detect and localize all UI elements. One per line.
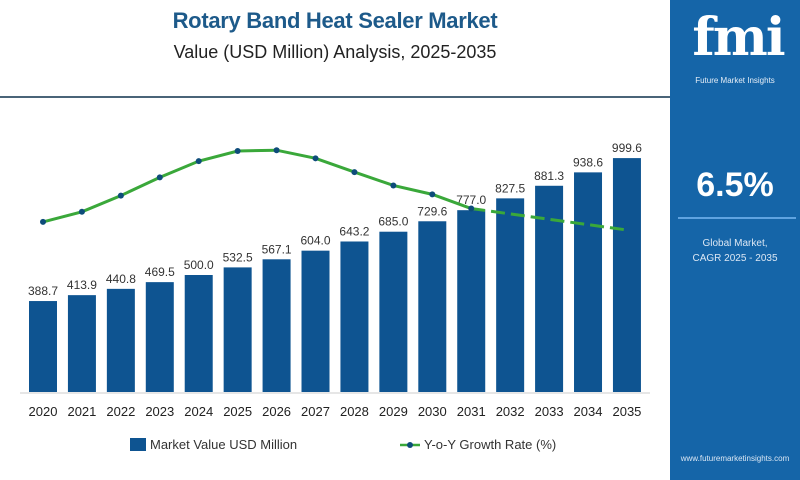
- x-tick-label: 2024: [184, 404, 213, 419]
- bar-2021: [67, 295, 96, 392]
- growth-marker-2030: [429, 191, 436, 198]
- legend-item-market-value: Market Value USD Million: [130, 437, 297, 452]
- legend-label: Market Value USD Million: [150, 437, 298, 452]
- bar-value-label: 532.5: [223, 250, 253, 264]
- growth-marker-2029: [390, 182, 397, 189]
- growth-marker-2024: [195, 158, 202, 165]
- bar-2027: [301, 250, 330, 392]
- bar-2035: [612, 158, 641, 392]
- growth-marker-2023: [156, 174, 163, 181]
- growth-marker-2022: [117, 192, 124, 199]
- cagr-value: 6.5%: [696, 166, 774, 204]
- bar-value-label: 440.8: [106, 272, 136, 286]
- growth-marker-2028: [351, 169, 358, 176]
- bar-value-label: 938.6: [573, 155, 603, 169]
- legend-item-growth-rate: Y-o-Y Growth Rate (%): [400, 437, 556, 452]
- x-tick-label: 2025: [223, 404, 252, 419]
- panel-divider: [678, 217, 796, 219]
- bar-2029: [379, 231, 408, 392]
- x-tick-label: 2030: [418, 404, 447, 419]
- bar-value-label: 881.3: [534, 169, 564, 183]
- x-tick-label: 2035: [612, 404, 641, 419]
- growth-marker-2021: [78, 208, 85, 215]
- bar-value-label: 729.6: [417, 204, 447, 218]
- bar-2024: [184, 275, 213, 392]
- x-tick-label: 2032: [496, 404, 525, 419]
- bar-value-label: 604.0: [300, 234, 330, 248]
- bar-value-label: 469.5: [145, 265, 175, 279]
- x-tick-label: 2034: [574, 404, 603, 419]
- chart-area: 388.7 2020 413.9 2021 440.8 2022 469.5 2023 500.…: [20, 141, 650, 419]
- header-divider: [0, 96, 670, 98]
- bar-value-label: 777.0: [456, 193, 486, 207]
- bar-2025: [223, 267, 252, 392]
- bar-2022: [106, 288, 135, 392]
- logo-caption: Future Market Insights: [695, 76, 775, 85]
- bar-2031: [457, 210, 486, 392]
- bar-value-label: 643.2: [339, 224, 369, 238]
- bar-value-label: 567.1: [262, 242, 292, 256]
- bar-value-label: 827.5: [495, 181, 525, 195]
- x-tick-label: 2027: [301, 404, 330, 419]
- growth-line-solid: [42, 148, 472, 224]
- legend-label: Y-o-Y Growth Rate (%): [424, 437, 557, 452]
- legend-line-icon: [400, 441, 420, 448]
- x-tick-label: 2023: [145, 404, 174, 419]
- bar-2026: [262, 259, 291, 392]
- bar-value-label: 388.7: [28, 284, 58, 298]
- x-tick-label: 2020: [29, 404, 58, 419]
- cagr-label-line2: CAGR 2025 - 2035: [692, 253, 778, 264]
- fmi-logo: fmi: [692, 7, 785, 68]
- bar-2034: [574, 172, 603, 392]
- bar-2023: [145, 282, 174, 392]
- bar-value-label: 500.0: [184, 258, 214, 272]
- x-tick-label: 2026: [262, 404, 291, 419]
- bar-value-label: 999.6: [612, 141, 642, 155]
- bar-2030: [418, 221, 447, 392]
- x-tick-label: 2028: [340, 404, 369, 419]
- x-tick-label: 2022: [106, 404, 135, 419]
- growth-marker-2026: [273, 147, 280, 154]
- chart-title: Rotary Band Heat Sealer Market: [172, 8, 498, 33]
- growth-marker-2027: [312, 155, 319, 162]
- cagr-label: Global Market, CAGR 2025 - 2035: [670, 236, 800, 266]
- growth-marker-2031: [468, 205, 475, 212]
- bar-2032: [496, 198, 525, 392]
- x-tick-label: 2021: [67, 404, 96, 419]
- x-tick-label: 2029: [379, 404, 408, 419]
- chart-subtitle: Value (USD Million) Analysis, 2025-2035: [173, 42, 497, 62]
- growth-marker-2025: [234, 148, 241, 155]
- growth-line-forecast: [471, 207, 628, 232]
- side-panel: fmi Future Market Insights 6.5% Global M…: [670, 0, 800, 480]
- growth-marker-2020: [40, 218, 46, 225]
- legend-bar-swatch-icon: [130, 438, 146, 451]
- bar-value-label: 413.9: [67, 278, 97, 292]
- bar-value-label: 685.0: [378, 215, 408, 229]
- bar-2028: [340, 241, 369, 392]
- x-tick-label: 2031: [457, 404, 486, 419]
- cagr-label-line1: Global Market,: [702, 238, 768, 249]
- website-link[interactable]: www.futuremarketinsights.com: [680, 454, 790, 463]
- bar-2020: [29, 301, 57, 392]
- x-tick-label: 2033: [535, 404, 564, 419]
